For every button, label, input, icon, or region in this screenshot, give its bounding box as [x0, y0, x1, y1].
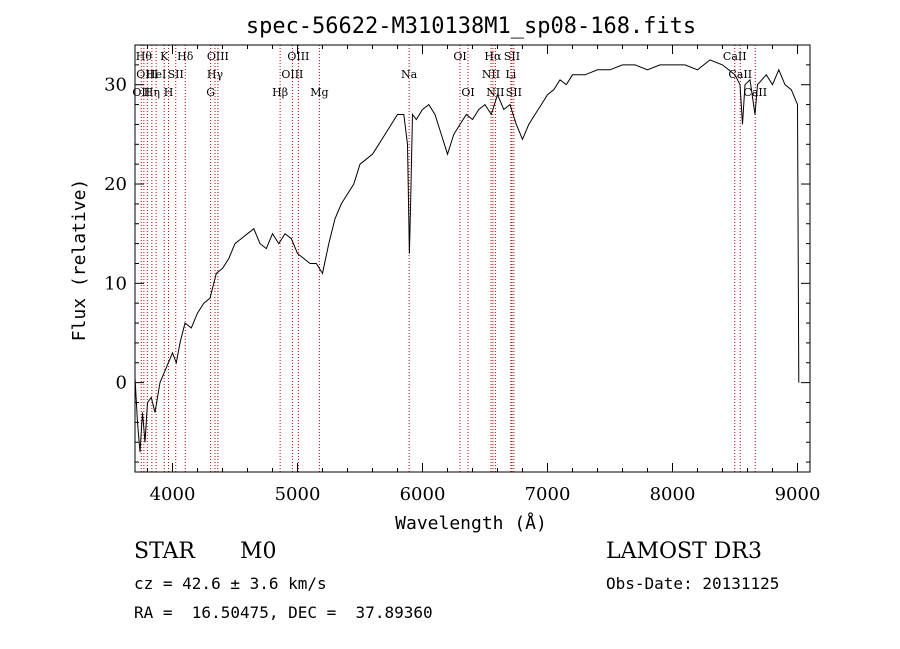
coordinates: RA = 16.50475, DEC = 37.89360 — [134, 603, 433, 622]
redshift-readout: cz = 42.6 ± 3.6 km/s — [134, 574, 327, 593]
line-marker-label: Na — [401, 68, 418, 81]
x-tick-label: 8000 — [650, 484, 696, 505]
y-tick-label: 20 — [104, 174, 127, 195]
line-marker-label: K — [160, 50, 169, 63]
line-marker-label: OI — [461, 86, 474, 99]
subclass: M0 — [240, 539, 277, 564]
plot-frame — [134, 44, 811, 473]
axes — [134, 44, 811, 473]
line-marker-label: Hη — [144, 86, 160, 99]
axis-tick-labels: 4000 5000 6000 7000 8000 9000 0 10 20 30 — [104, 75, 820, 505]
line-marker-label: CaII — [743, 86, 767, 99]
line-marker-label: Hβ — [272, 86, 288, 99]
obs-date: Obs-Date: 20131125 — [606, 574, 780, 593]
line-marker-label: CaII — [728, 68, 752, 81]
x-tick-label: 9000 — [775, 484, 821, 505]
chart-title: spec-56622-M310138M1_sp08-168.fits — [246, 14, 696, 39]
line-marker-label: OI — [453, 50, 466, 63]
x-axis-label: Wavelength (Å) — [395, 512, 547, 534]
y-tick-label: 30 — [104, 75, 127, 96]
line-marker-label: SII — [168, 68, 184, 81]
axis-ticks — [135, 44, 810, 472]
line-marker-label: NII — [482, 68, 500, 81]
x-tick-label: 7000 — [525, 484, 571, 505]
line-marker-label: OIII — [207, 50, 229, 63]
line-marker-label: G — [206, 86, 215, 99]
line-marker-label: Hθ — [136, 50, 153, 63]
y-tick-label: 0 — [116, 373, 127, 394]
line-marker-label: CaII — [723, 50, 747, 63]
line-marker-label: Hδ — [177, 50, 194, 63]
line-marker-label: Li — [505, 68, 516, 81]
spectrum-line — [134, 59, 800, 453]
object-class: STAR — [134, 539, 195, 564]
line-marker-label: H — [164, 86, 174, 99]
x-tick-label: 6000 — [400, 484, 446, 505]
line-marker-label: OIII — [287, 50, 309, 63]
line-marker-label: Mg — [310, 86, 328, 99]
line-marker-label: Hα — [484, 50, 502, 63]
line-marker-label: SII — [504, 50, 520, 63]
x-tick-label: 4000 — [150, 484, 196, 505]
y-axis-label: Flux (relative) — [69, 179, 90, 342]
line-marker-label: OIII — [281, 68, 303, 81]
survey-name: LAMOST DR3 — [606, 539, 762, 564]
y-tick-label: 10 — [104, 273, 127, 294]
line-markers — [140, 45, 756, 472]
line-marker-labels: OII Hθ OIII Hη HeI K H SII Hδ G Hγ OIII Hβ OIII OIII Mg… — [132, 50, 767, 99]
line-marker-label: Hγ — [207, 68, 224, 81]
x-tick-label: 5000 — [275, 484, 321, 505]
line-marker-label: OII — [132, 86, 150, 99]
line-marker-label: OIII — [136, 68, 158, 81]
line-marker-label: NII — [486, 86, 504, 99]
line-marker-label: SII — [506, 86, 522, 99]
line-marker-label: HeI — [146, 68, 166, 81]
